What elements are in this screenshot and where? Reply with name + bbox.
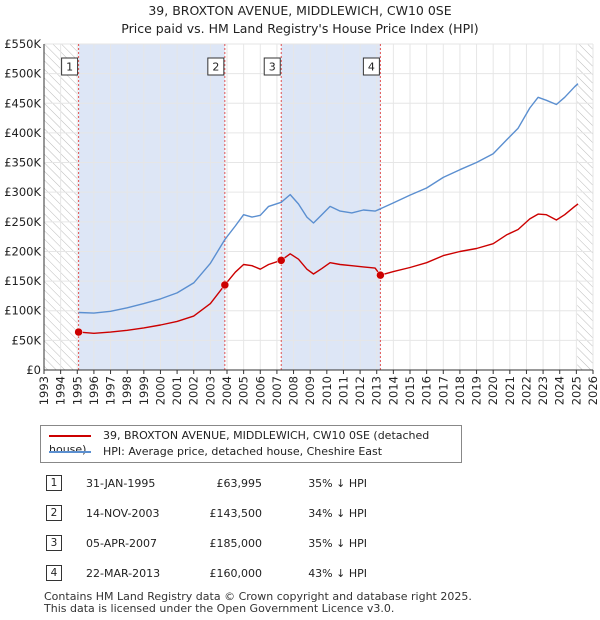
x-tick-label: 2005 [237,376,251,405]
y-tick-label: £50K [12,333,42,347]
series-group [78,83,579,334]
x-tick-label: 2025 [569,376,583,405]
x-tick-label: 2026 [586,376,600,405]
price-chart: £0 £50K £100K £150K £200K £250K £300K £350K £400… [4,37,600,405]
y-tick-label: £0 [26,363,41,377]
sale-hpi-delta: 34% ↓ HPI [308,506,367,520]
x-tick-label: 2004 [220,376,234,405]
footer-licence: This data is licensed under the Open Gov… [44,602,395,615]
x-tick-label: 1999 [137,376,151,405]
sale-date: 14-NOV-2003 [86,506,160,520]
x-tick-label: 2008 [287,376,301,405]
sale-4-point [376,270,385,280]
sale-price: £63,995 [216,476,263,490]
y-tick-label: £250K [4,215,41,229]
series-line-property [78,203,579,334]
legend-swatch-hpi [49,451,91,453]
sale-2-point [220,280,230,290]
sale-number-badge: 3 [46,535,62,551]
y-tick-label: £100K [4,304,41,318]
x-tick-label: 2001 [170,376,184,405]
x-tick-label: 2023 [536,376,550,405]
x-tick-label: 2009 [303,376,317,405]
x-tick-label: 2017 [436,376,450,405]
chart-title-line1: 39, BROXTON AVENUE, MIDDLEWICH, CW10 0SE [148,3,452,18]
chart-title-line2: Price paid vs. HM Land Registry's House … [121,21,479,36]
series-line-hpi [78,83,579,314]
x-tick-label: 2013 [370,376,384,405]
x-tick-label: 2006 [253,376,267,405]
x-tick-label: 2021 [503,376,517,405]
x-tick-label: 2000 [153,376,167,405]
x-tick-label: 2020 [486,376,500,405]
x-tick-label: 2018 [453,376,467,405]
x-tick-label: 2011 [336,376,350,405]
x-tick-label: 1996 [87,376,101,405]
y-tick-label: £550K [4,37,41,51]
legend-swatch-property [49,435,91,437]
x-tick-label: 2019 [470,376,484,405]
table-row: 2 14-NOV-2003 £143,500 34% ↓ HPI [40,498,367,528]
x-tick-label: 2024 [553,376,567,405]
x-tick-label: 1993 [37,376,51,405]
y-tick-label: £350K [4,156,41,170]
x-tick-label: 1998 [120,376,134,405]
x-tick-label: 2007 [270,376,284,405]
sale-1-label: 1 [66,61,73,74]
sale-number-badge: 2 [46,505,62,521]
legend-item-hpi: HPI: Average price, detached house, Ches… [49,445,382,459]
sale-3-label-box [263,57,281,76]
x-tick-label: 2015 [403,376,417,405]
x-tick-label: 2014 [386,376,400,405]
sale-hpi-delta: 35% ↓ HPI [308,476,367,490]
footer-copyright: Contains HM Land Registry data © Crown c… [44,590,472,603]
chart-legend: 39, BROXTON AVENUE, MIDDLEWICH, CW10 0SE… [40,425,462,463]
sale-2-label-box [207,57,225,76]
sale-price: £185,000 [209,536,263,550]
sale-3-label: 3 [269,61,276,74]
legend-item-property: 39, BROXTON AVENUE, MIDDLEWICH, CW10 0SE… [49,429,461,456]
shaded-span-1 [78,44,225,370]
x-tick-label: 2010 [320,376,334,405]
x-tick-label: 1997 [104,376,118,405]
y-tick-label: £450K [4,96,41,110]
x-tick-label: 2003 [203,376,217,405]
sale-hpi-delta: 35% ↓ HPI [308,536,367,550]
sale-date: 22-MAR-2013 [86,566,161,580]
y-tick-label: £400K [4,126,41,140]
sale-1-point [74,327,83,337]
table-row: 4 22-MAR-2013 £160,000 43% ↓ HPI [40,558,367,588]
sales-table: 1 31-JAN-1995 £63,995 35% ↓ HPI 2 14-NOV… [40,468,367,588]
sale-3-point [276,256,286,265]
sale-2-label: 2 [212,61,219,74]
sale-4-label-box [362,57,380,76]
x-tick-label: 1994 [54,376,68,405]
sale-4-label: 4 [368,61,375,74]
x-tick-label: 2022 [519,376,533,405]
sale-1-label-box [61,57,79,76]
x-tick-label: 2002 [187,376,201,405]
y-tick-label: £300K [4,185,41,199]
x-tick-label: 2016 [420,376,434,405]
x-tick-label: 1995 [70,376,84,405]
y-tick-label: £150K [4,274,41,288]
y-tick-label: £500K [4,67,41,81]
hatched-region-after [577,44,593,370]
sale-date: 05-APR-2007 [86,536,158,550]
sale-date: 31-JAN-1995 [86,476,156,490]
table-row: 1 31-JAN-1995 £63,995 35% ↓ HPI [40,468,367,498]
x-tick-label: 2012 [353,376,367,405]
y-tick-label: £200K [4,244,41,258]
legend-label-hpi: HPI: Average price, detached house, Ches… [103,445,383,458]
sale-price: £160,000 [209,566,263,580]
table-row: 3 05-APR-2007 £185,000 35% ↓ HPI [40,528,367,558]
sale-number-badge: 4 [46,565,62,581]
sale-price: £143,500 [209,506,263,520]
sale-hpi-delta: 43% ↓ HPI [308,566,367,580]
sale-number-badge: 1 [46,475,62,491]
